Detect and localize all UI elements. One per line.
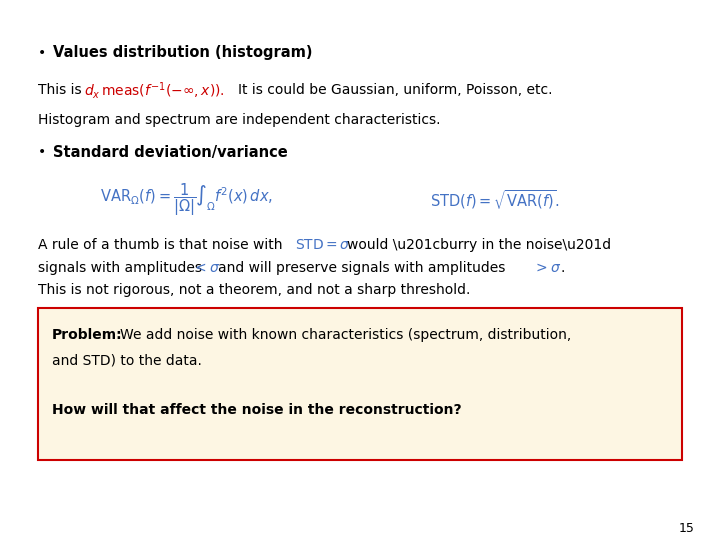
Text: A rule of a thumb is that noise with: A rule of a thumb is that noise with [38,238,282,252]
Text: would \u201cburry in the noise\u201d: would \u201cburry in the noise\u201d [347,238,611,252]
Text: .: . [560,261,564,275]
Text: This is: This is [38,83,81,97]
Text: Histogram and spectrum are independent characteristics.: Histogram and spectrum are independent c… [38,113,441,127]
Text: This is not rigorous, not a theorem, and not a sharp threshold.: This is not rigorous, not a theorem, and… [38,283,470,297]
Text: It is could be Gaussian, uniform, Poisson, etc.: It is could be Gaussian, uniform, Poisso… [238,83,552,97]
Text: How will that affect the noise in the reconstruction?: How will that affect the noise in the re… [52,403,462,417]
Text: $< \sigma$: $< \sigma$ [192,261,220,275]
Text: $\mathrm{STD} = \sigma$: $\mathrm{STD} = \sigma$ [295,238,351,252]
Text: signals with amplitudes: signals with amplitudes [38,261,202,275]
Text: •: • [38,46,46,60]
FancyBboxPatch shape [38,308,682,460]
Text: We add noise with known characteristics (spectrum, distribution,: We add noise with known characteristics … [120,328,571,342]
Text: and will preserve signals with amplitudes: and will preserve signals with amplitude… [218,261,505,275]
Text: •: • [38,145,46,159]
Text: and STD) to the data.: and STD) to the data. [52,353,202,367]
Text: $> \sigma$: $> \sigma$ [533,261,561,275]
Text: $\mathrm{STD}(f) = \sqrt{\mathrm{VAR}(f)}.$: $\mathrm{STD}(f) = \sqrt{\mathrm{VAR}(f)… [430,188,560,212]
Text: Standard deviation/variance: Standard deviation/variance [53,145,288,159]
Text: $\mathrm{VAR}_{\Omega}(f) = \dfrac{1}{|\Omega|}\int_{\Omega} f^2(x)\,dx,$: $\mathrm{VAR}_{\Omega}(f) = \dfrac{1}{|\… [100,182,273,218]
Text: Values distribution (histogram): Values distribution (histogram) [53,45,312,60]
Text: $d_x\,\mathrm{meas}(f^{-1}(-\infty,x)).$: $d_x\,\mathrm{meas}(f^{-1}(-\infty,x)).$ [84,79,225,100]
Text: 15: 15 [679,522,695,535]
Text: Problem:: Problem: [52,328,122,342]
